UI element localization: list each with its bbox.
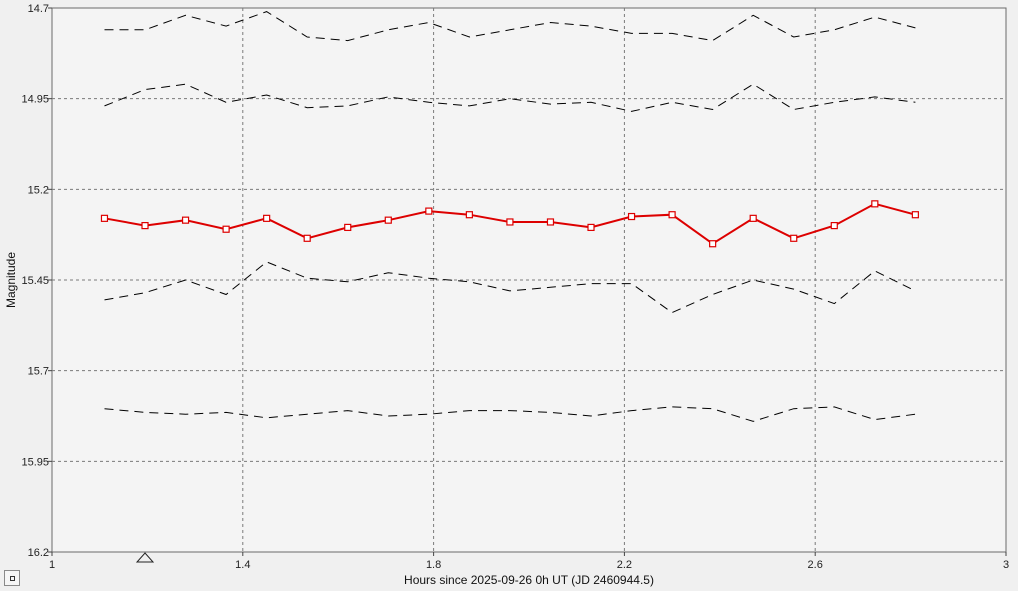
comparison-star-line <box>104 406 916 422</box>
options-button[interactable] <box>4 570 20 586</box>
x-tick-labels: 1 1.4 1.8 2.2 2.6 3 <box>49 552 1009 571</box>
grid-lines <box>52 8 1006 552</box>
y-tick-label: 16.2 <box>28 547 49 559</box>
square-icon <box>9 575 15 581</box>
comparison-star-line <box>104 261 916 314</box>
comparison-star-line <box>104 11 916 42</box>
comparison-star-line <box>104 83 916 112</box>
data-point-marker[interactable] <box>100 214 109 222</box>
data-point-marker[interactable] <box>587 223 595 232</box>
data-point-marker[interactable] <box>344 223 352 232</box>
data-point-marker[interactable] <box>830 222 838 230</box>
data-point-marker[interactable] <box>384 216 392 224</box>
data-point-marker[interactable] <box>790 234 798 242</box>
data-point-marker[interactable] <box>709 240 717 248</box>
x-tick-label: 2.6 <box>808 559 823 571</box>
y-tick-labels: 14.7 14.95 15.2 15.45 15.7 15.95 16.2 <box>21 3 52 559</box>
series-group <box>100 11 919 422</box>
x-tick-label: 3 <box>1003 559 1009 571</box>
x-axis-title: Hours since 2025-09-26 0h UT (JD 2460944… <box>404 573 654 587</box>
data-point-marker[interactable] <box>506 218 514 226</box>
data-point-marker[interactable] <box>546 218 555 226</box>
y-tick-label: 15.95 <box>21 456 49 468</box>
data-point-marker[interactable] <box>668 211 676 219</box>
y-tick-label: 15.45 <box>21 275 49 287</box>
y-tick-label: 15.7 <box>28 366 49 378</box>
x-tick-label: 1.4 <box>235 559 250 571</box>
data-point-marker[interactable] <box>222 225 230 233</box>
x-tick-label: 1.8 <box>426 559 441 571</box>
data-point-marker[interactable] <box>871 200 879 208</box>
time-marker-triangle-icon[interactable] <box>135 552 155 563</box>
x-tick-label: 2.2 <box>617 559 632 571</box>
y-tick-label: 14.95 <box>21 94 49 106</box>
data-point-marker[interactable] <box>749 214 757 222</box>
y-tick-label: 14.7 <box>28 3 49 15</box>
data-point-marker[interactable] <box>425 207 433 215</box>
data-point-marker[interactable] <box>263 214 271 222</box>
data-point-marker[interactable] <box>627 212 636 221</box>
y-axis-title: Magnitude <box>4 252 18 308</box>
x-tick-label: 1 <box>49 559 55 571</box>
data-point-marker[interactable] <box>303 234 311 242</box>
data-point-marker[interactable] <box>141 222 149 230</box>
y-tick-label: 15.2 <box>28 184 49 196</box>
data-point-marker[interactable] <box>911 211 919 219</box>
data-point-marker[interactable] <box>181 216 190 224</box>
data-point-marker[interactable] <box>465 211 473 219</box>
